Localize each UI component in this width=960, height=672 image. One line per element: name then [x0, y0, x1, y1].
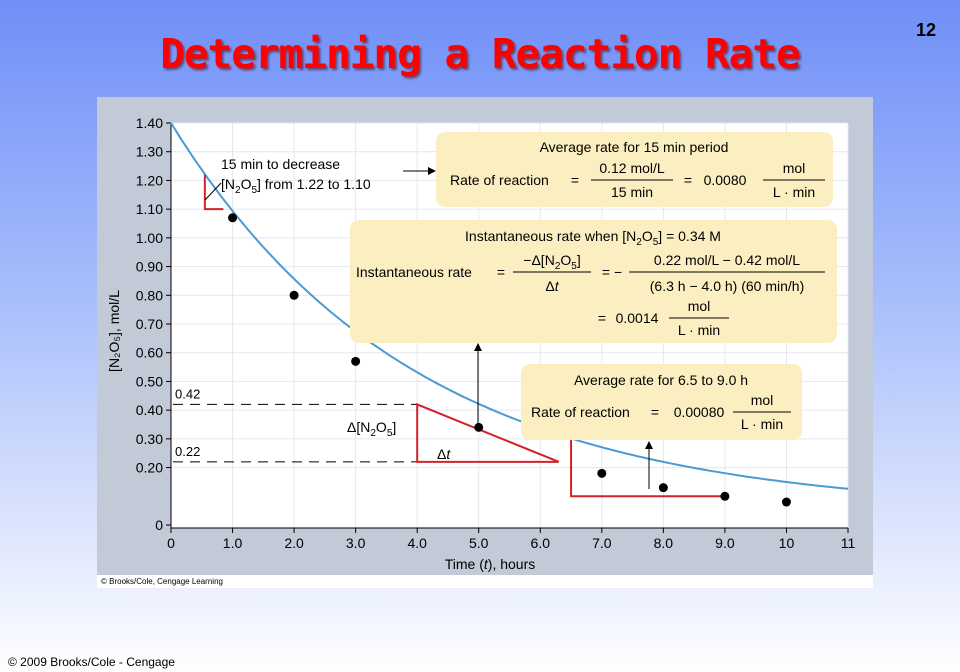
y-ticks: 0 0.20 0.30 0.40 0.50 0.60 0.70 0.80 0.90 1.00 1.1… [136, 115, 171, 533]
svg-text:=: = [571, 172, 579, 188]
svg-text:Rate of reaction: Rate of reaction [531, 404, 630, 420]
x-tick-label: 11 [841, 535, 856, 551]
svg-text:mol: mol [751, 392, 774, 408]
reference-label-022: 0.22 [175, 444, 200, 459]
y-tick-label: 0.80 [136, 287, 163, 303]
svg-text:=: = [497, 264, 505, 280]
y-tick-label: 0.30 [136, 431, 163, 447]
callout-average-15min: Average rate for 15 min period Rate of r… [436, 132, 833, 207]
x-tick-label: 7.0 [592, 535, 612, 551]
y-tick-label: 0.50 [136, 373, 163, 389]
y-tick-label: 0.90 [136, 259, 163, 275]
svg-text:= −: = − [602, 264, 622, 280]
decay-curve [170, 122, 849, 490]
x-ticks: 0 1.0 2.0 3.0 4.0 5.0 6.0 7.0 8.0 9.0 10 11 [167, 528, 855, 551]
y-tick-label: 0.20 [136, 460, 163, 476]
svg-text:mol: mol [783, 160, 806, 176]
x-tick-label: 6.0 [531, 535, 551, 551]
slide-number: 12 [915, 20, 936, 40]
note-15min-line1: 15 min to decrease [221, 156, 340, 172]
svg-text:0.00080: 0.00080 [674, 404, 725, 420]
svg-text:L · min: L · min [773, 184, 815, 200]
x-tick-label: 0 [167, 535, 175, 551]
svg-text:Instantaneous rate: Instantaneous rate [356, 264, 472, 280]
y-axis-label: [N₂O₅], mol/L [106, 290, 122, 372]
note-pointer [204, 182, 222, 201]
data-point [781, 497, 791, 507]
y-tick-label: 1.10 [136, 201, 163, 217]
y-tick-label: 1.30 [136, 144, 163, 160]
svg-text:Average rate for 15 min period: Average rate for 15 min period [540, 139, 729, 155]
data-point [351, 356, 361, 366]
data-point [474, 422, 484, 432]
svg-text:mol: mol [688, 298, 711, 314]
svg-text:Average rate for 6.5 to 9.0 h: Average rate for 6.5 to 9.0 h [574, 372, 748, 388]
svg-text:Instantaneous rate when [N2O5]: Instantaneous rate when [N2O5] = 0.34 M [465, 228, 721, 248]
svg-text:0.12 mol/L: 0.12 mol/L [599, 160, 665, 176]
y-tick-label: 1.40 [136, 115, 163, 131]
x-axis-label: Time (t), hours [445, 556, 536, 572]
average-rate-step [570, 438, 725, 498]
svg-text:Rate of reaction: Rate of reaction [450, 172, 549, 188]
svg-text:Δt: Δt [545, 278, 559, 294]
y-tick-label: 0.70 [136, 316, 163, 332]
note-15min-line2: [N2O5] from 1.22 to 1.10 [221, 176, 371, 196]
svg-text:0.0080: 0.0080 [704, 172, 747, 188]
x-tick-label: 3.0 [346, 535, 366, 551]
x-tick-label: 1.0 [223, 535, 243, 551]
x-tick-label: 4.0 [407, 535, 427, 551]
data-point [658, 483, 668, 493]
svg-text:15 min: 15 min [611, 184, 653, 200]
svg-text:=: = [684, 172, 692, 188]
delta-concentration-label: Δ[N2O5] [347, 419, 396, 439]
reference-label-042: 0.42 [175, 386, 200, 401]
svg-text:=: = [651, 404, 659, 420]
slide-title: Determining a Reaction Rate [160, 30, 800, 78]
svg-text:0.22 mol/L − 0.42 mol/L: 0.22 mol/L − 0.42 mol/L [654, 252, 800, 268]
y-tick-label: 0 [155, 517, 163, 533]
svg-text:L · min: L · min [741, 416, 783, 432]
data-point [289, 290, 299, 300]
x-tick-label: 5.0 [469, 535, 489, 551]
delta-t-label: Δt [437, 446, 451, 462]
svg-text:L · min: L · min [678, 322, 720, 338]
x-tick-label: 8.0 [654, 535, 674, 551]
chart: 00.200.300.400.500.600.700.800.901.001.1… [106, 115, 855, 572]
x-tick-label: 2.0 [284, 535, 304, 551]
footer-copyright: © 2009 Brooks/Cole - Cengage [8, 655, 175, 669]
figure: 0 0.20 0.30 0.40 0.50 0.60 0.70 0.80 0.90 1.00 1.1… [97, 97, 873, 588]
figure-credit: © Brooks/Cole, Cengage Learning [101, 577, 223, 586]
tangent-triangle [416, 402, 560, 463]
svg-text:0.0014: 0.0014 [616, 310, 659, 326]
triangle-15min [203, 174, 224, 211]
x-tick-label: 10 [779, 535, 795, 551]
svg-text:(6.3 h − 4.0 h) (60 min/h): (6.3 h − 4.0 h) (60 min/h) [650, 278, 804, 294]
data-point [597, 468, 607, 478]
y-tick-label: 0.40 [136, 402, 163, 418]
svg-text:−Δ[N2O5]: −Δ[N2O5] [523, 252, 580, 272]
data-points [228, 213, 791, 507]
data-point [228, 213, 238, 223]
x-tick-label: 9.0 [715, 535, 735, 551]
callout-average-65-90h: Average rate for 6.5 to 9.0 h Rate of re… [521, 364, 802, 440]
data-point [720, 491, 730, 501]
svg-text:=: = [598, 310, 606, 326]
y-tick-label: 0.60 [136, 345, 163, 361]
callout-instantaneous-rate: Instantaneous rate when [N2O5] = 0.34 M … [350, 220, 837, 343]
y-tick-label: 1.00 [136, 230, 163, 246]
y-tick-label: 1.20 [136, 172, 163, 188]
